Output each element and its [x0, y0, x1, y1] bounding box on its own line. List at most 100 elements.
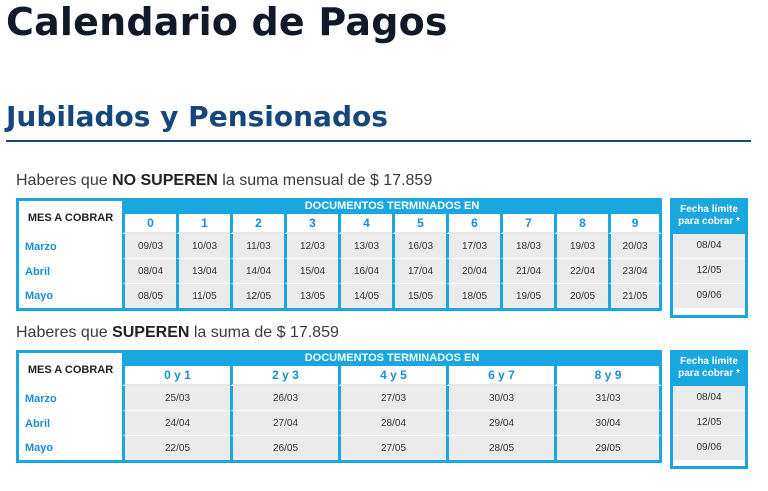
payment-date-cell: 16/04	[338, 259, 392, 284]
table2-payment-schedule: MES A COBRAR DOCUMENTOS TERMINADOS EN 0 …	[16, 350, 663, 463]
payment-date-cell: 12/03	[284, 234, 338, 259]
table1-digit-header: 1	[176, 214, 230, 234]
payment-date-cell: 19/05	[500, 284, 554, 311]
payment-date-cell: 27/03	[338, 386, 446, 411]
payment-date-cell: 30/04	[554, 411, 663, 436]
table-row: Abril 08/04 13/04 14/04 15/04 16/04 17/04 20/04…	[16, 259, 663, 284]
table1-subtitle-post: la suma mensual de $ 17.859	[217, 172, 433, 189]
month-label: Abril	[16, 259, 122, 284]
payment-date-cell: 17/03	[446, 234, 500, 259]
table1-digit-header: 6	[446, 214, 500, 234]
table1-digit-header: 2	[230, 214, 284, 234]
payment-date-cell: 30/03	[446, 386, 554, 411]
payment-date-cell: 27/05	[338, 436, 446, 463]
table1-digit-header: 7	[500, 214, 554, 234]
table2-digit-header: 2 y 3	[230, 366, 338, 386]
payment-date-cell: 13/03	[338, 234, 392, 259]
table1-fecha-limite: Fecha límite para cobrar * 08/04 12/05 09/0…	[670, 198, 748, 318]
payment-date-cell: 21/05	[608, 284, 663, 311]
table2-mes-header: MES A COBRAR	[16, 350, 122, 386]
table2-subtitle-post: la suma de $ 17.859	[189, 324, 339, 341]
payment-date-cell: 26/05	[230, 436, 338, 463]
payment-date-cell: 22/05	[122, 436, 230, 463]
payment-date-cell: 10/03	[176, 234, 230, 259]
payment-date-cell: 11/03	[230, 234, 284, 259]
table2-digit-header: 4 y 5	[338, 366, 446, 386]
payment-date-cell: 08/05	[122, 284, 176, 311]
payment-date-cell: 15/05	[392, 284, 446, 311]
table2-subtitle: Haberes que SUPEREN la suma de $ 17.859	[16, 324, 339, 342]
payment-date-cell: 18/05	[446, 284, 500, 311]
table2-limite-header: Fecha límite para cobrar *	[673, 350, 745, 386]
payment-date-cell: 27/04	[230, 411, 338, 436]
table-row: Marzo 09/03 10/03 11/03 12/03 13/03 16/03 17/03…	[16, 234, 663, 259]
month-label: Marzo	[16, 386, 122, 411]
table2-digit-header: 0 y 1	[122, 366, 230, 386]
table2-subtitle-pre: Haberes que	[16, 324, 113, 341]
month-label: Mayo	[16, 436, 122, 463]
payment-date-cell: 20/04	[446, 259, 500, 284]
payment-date-cell: 25/03	[122, 386, 230, 411]
payment-date-cell: 22/04	[554, 259, 608, 284]
deadline-date-cell: 12/05	[673, 259, 745, 283]
month-label: Marzo	[16, 234, 122, 259]
table-row: Marzo 25/03 26/03 27/03 30/03 31/03	[16, 386, 663, 411]
table-row: Abril 24/04 27/04 28/04 29/04 30/04	[16, 411, 663, 436]
payment-date-cell: 28/05	[446, 436, 554, 463]
table1-digit-header: 8	[554, 214, 608, 234]
table1-mes-header: MES A COBRAR	[16, 198, 122, 234]
month-label: Abril	[16, 411, 122, 436]
payment-date-cell: 29/05	[554, 436, 663, 463]
payment-date-cell: 16/03	[392, 234, 446, 259]
payment-date-cell: 20/05	[554, 284, 608, 311]
deadline-date-cell: 08/04	[673, 386, 745, 410]
payment-date-cell: 12/05	[230, 284, 284, 311]
table1-limite-header-line2: para cobrar *	[678, 216, 740, 227]
table2-doc-header: DOCUMENTOS TERMINADOS EN	[122, 350, 663, 366]
payment-date-cell: 28/04	[338, 411, 446, 436]
section-title: Jubilados y Pensionados	[6, 100, 388, 133]
payment-date-cell: 15/04	[284, 259, 338, 284]
table1-doc-header: DOCUMENTOS TERMINADOS EN	[122, 198, 663, 214]
payment-date-cell: 19/03	[554, 234, 608, 259]
table2-digit-header: 8 y 9	[554, 366, 663, 386]
table1-digit-header: 4	[338, 214, 392, 234]
page-title: Calendario de Pagos	[6, 0, 448, 44]
table1-subtitle-bold: NO SUPEREN	[112, 172, 218, 189]
payment-date-cell: 21/04	[500, 259, 554, 284]
payment-date-cell: 23/04	[608, 259, 663, 284]
payment-date-cell: 20/03	[608, 234, 663, 259]
table1-limite-header-line1: Fecha límite	[680, 204, 738, 215]
payment-date-cell: 18/03	[500, 234, 554, 259]
deadline-date-cell: 12/05	[673, 411, 745, 435]
deadline-date-cell: 09/06	[673, 284, 745, 308]
table2-limite-header-line2: para cobrar *	[678, 368, 740, 379]
table2-limite-header-line1: Fecha límite	[680, 356, 738, 367]
payment-date-cell: 14/04	[230, 259, 284, 284]
table-row: Mayo 08/05 11/05 12/05 13/05 14/05 15/05 18/05 1…	[16, 284, 663, 311]
month-label: Mayo	[16, 284, 122, 311]
deadline-date-cell: 09/06	[673, 436, 745, 460]
table2-digit-header: 6 y 7	[446, 366, 554, 386]
payment-date-cell: 17/04	[392, 259, 446, 284]
payment-date-cell: 11/05	[176, 284, 230, 311]
payment-date-cell: 08/04	[122, 259, 176, 284]
section-divider	[6, 140, 751, 142]
payment-date-cell: 26/03	[230, 386, 338, 411]
table1-digit-header: 0	[122, 214, 176, 234]
table-row: Mayo 22/05 26/05 27/05 28/05 29/05	[16, 436, 663, 463]
table1-subtitle-pre: Haberes que	[16, 172, 113, 189]
payment-date-cell: 13/05	[284, 284, 338, 311]
payment-date-cell: 14/05	[338, 284, 392, 311]
table2-subtitle-bold: SUPEREN	[112, 324, 190, 341]
table1-digit-header: 3	[284, 214, 338, 234]
table1-subtitle: Haberes que NO SUPEREN la suma mensual d…	[16, 172, 432, 190]
table1-digit-header: 9	[608, 214, 663, 234]
payment-date-cell: 13/04	[176, 259, 230, 284]
payment-date-cell: 31/03	[554, 386, 663, 411]
payment-date-cell: 09/03	[122, 234, 176, 259]
table1-digit-header: 5	[392, 214, 446, 234]
payment-date-cell: 24/04	[122, 411, 230, 436]
table2-fecha-limite: Fecha límite para cobrar * 08/04 12/05 09/0…	[670, 350, 748, 469]
